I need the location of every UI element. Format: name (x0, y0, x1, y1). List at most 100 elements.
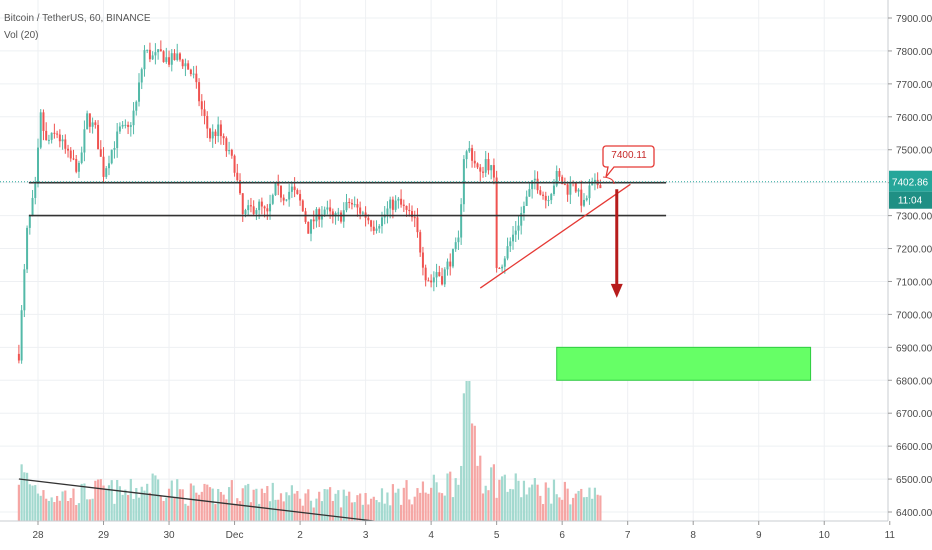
volume-trendline[interactable] (18, 478, 374, 522)
candle-body (271, 195, 274, 204)
volume-bar (462, 393, 465, 521)
volume-bar (233, 503, 236, 521)
time-axis-label: 28 (32, 530, 44, 541)
time-axis-label: 9 (756, 530, 762, 541)
candle-body (307, 221, 310, 234)
time-axis-label: 4 (428, 530, 434, 541)
price-axis-label: 6900.00 (896, 343, 932, 354)
volume-bar (353, 502, 356, 521)
volume-bar (274, 499, 277, 521)
volume-bar (473, 425, 476, 521)
target-zone-box[interactable] (556, 346, 812, 381)
volume-bar (361, 504, 364, 521)
candle-body (391, 199, 394, 210)
volume-bar (577, 490, 580, 521)
volume-bar (364, 493, 367, 521)
volume-bar (58, 500, 61, 521)
volume-bar (94, 480, 97, 521)
time-axis-label: 6 (559, 530, 565, 541)
volume-bar (157, 479, 160, 521)
volume-bar (28, 484, 31, 521)
volume-bar (435, 482, 438, 521)
candle-body (206, 115, 209, 129)
candle-body (345, 202, 348, 211)
volume-bar (345, 495, 348, 521)
volume-bar (479, 455, 482, 521)
candle-body (326, 207, 329, 210)
candle-body (151, 55, 154, 60)
volume-bar (258, 503, 261, 521)
candle-body (520, 213, 523, 226)
volume-bar (197, 494, 201, 521)
candle-body (143, 50, 146, 70)
candle-body (17, 353, 20, 361)
ascending-trendline[interactable] (479, 183, 631, 289)
current-price-badge[interactable] (889, 170, 932, 192)
price-callout[interactable] (602, 145, 655, 178)
candle-body (468, 148, 471, 152)
candle-body (577, 189, 580, 192)
volume-bar (593, 487, 597, 521)
volume-bar (484, 485, 487, 521)
volume-bar (135, 488, 138, 521)
candle-body (457, 237, 460, 243)
candle-body (375, 228, 378, 231)
volume-bar (99, 479, 102, 521)
volume-bar (53, 502, 56, 521)
candle-body (249, 205, 252, 207)
volume-bar (83, 483, 86, 521)
price-callout-text: 7400.11 (611, 150, 647, 161)
volume-bar (432, 474, 435, 521)
candle-body (258, 201, 261, 211)
volume-bar (298, 498, 302, 521)
volume-bar (31, 485, 34, 521)
volume-bar (211, 488, 214, 521)
candle-body (110, 149, 113, 164)
time-axis-bg (0, 521, 932, 550)
volume-bar (290, 485, 293, 521)
volume-bar (187, 505, 190, 521)
volume-bar (329, 487, 332, 521)
candle-body (285, 199, 288, 201)
volume-bar (372, 496, 375, 521)
candle-body (432, 277, 435, 283)
volume-bar (506, 491, 509, 521)
candle-body (490, 165, 493, 171)
volume-bar (421, 481, 425, 521)
candle-body (269, 203, 272, 212)
candle-body (296, 190, 299, 195)
candle-body (340, 212, 343, 222)
volume-bar (178, 489, 182, 521)
volume-bar (143, 490, 146, 521)
down-arrow-head[interactable] (610, 283, 623, 298)
volume-bar (288, 495, 291, 521)
volume-bar (69, 498, 72, 521)
volume-bar (64, 490, 67, 521)
price-axis-label: 7800.00 (896, 47, 932, 58)
price-axis-label: 7300.00 (896, 212, 932, 223)
volume-bar (304, 493, 307, 521)
candle-body (569, 181, 572, 195)
volume-bar (566, 488, 569, 521)
volume-bar (47, 500, 51, 521)
volume-bar (50, 497, 53, 521)
countdown-badge (889, 191, 932, 209)
volume-bar (238, 501, 242, 521)
volume-bar (405, 480, 408, 521)
volume-bar (454, 478, 457, 521)
candle-body (506, 246, 509, 259)
volume-bar (337, 490, 340, 521)
candle-body (178, 53, 181, 60)
price-axis-label: 7100.00 (896, 277, 932, 288)
candle-body (337, 212, 340, 214)
candle-body (26, 227, 29, 270)
candle-body (413, 217, 416, 219)
volume-bar (236, 498, 239, 521)
volume-bar (279, 493, 283, 521)
volume-bar (249, 502, 253, 521)
volume-bar (165, 497, 168, 521)
volume-bar (17, 484, 20, 521)
candle-body (37, 147, 39, 184)
candle-body (334, 213, 337, 217)
